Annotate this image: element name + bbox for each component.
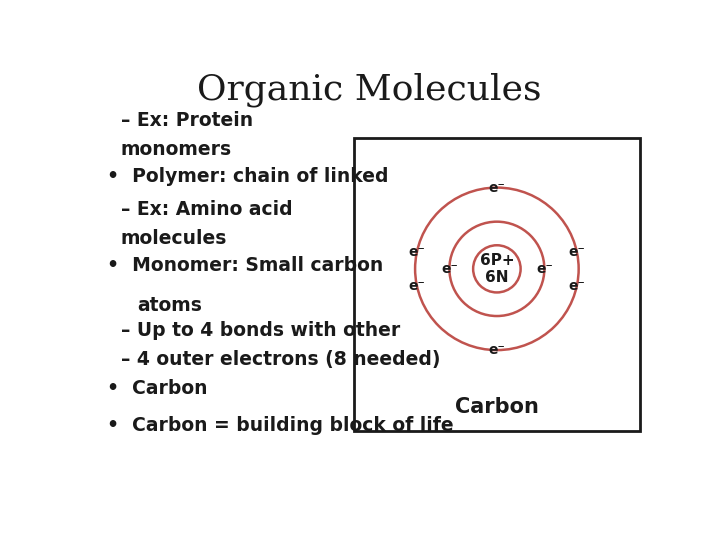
Text: atoms: atoms [138, 295, 202, 315]
Text: Organic Molecules: Organic Molecules [197, 72, 541, 107]
Text: monomers: monomers [121, 140, 232, 159]
Text: e⁻: e⁻ [488, 343, 505, 357]
Text: e⁻: e⁻ [568, 245, 585, 259]
Text: •  Carbon = building block of life: • Carbon = building block of life [107, 416, 454, 435]
Text: e⁻: e⁻ [536, 262, 553, 276]
Bar [354, 138, 640, 430]
Text: •  Monomer: Small carbon: • Monomer: Small carbon [107, 256, 383, 275]
Text: e⁻: e⁻ [441, 262, 458, 276]
Text: e⁻: e⁻ [408, 245, 426, 259]
Text: •  Carbon: • Carbon [107, 379, 207, 398]
Text: – Ex: Amino acid: – Ex: Amino acid [121, 200, 292, 219]
Text: – Up to 4 bonds with other: – Up to 4 bonds with other [121, 321, 400, 340]
Text: e⁻: e⁻ [488, 180, 505, 194]
Text: 6P+
6N: 6P+ 6N [480, 253, 514, 285]
Text: e⁻: e⁻ [568, 279, 585, 293]
Text: •  Polymer: chain of linked: • Polymer: chain of linked [107, 167, 388, 186]
Text: – 4 outer electrons (8 needed): – 4 outer electrons (8 needed) [121, 349, 440, 369]
Text: e⁻: e⁻ [408, 279, 426, 293]
Text: – Ex: Protein: – Ex: Protein [121, 111, 253, 130]
Text: Carbon: Carbon [455, 397, 539, 417]
Text: molecules: molecules [121, 229, 227, 248]
